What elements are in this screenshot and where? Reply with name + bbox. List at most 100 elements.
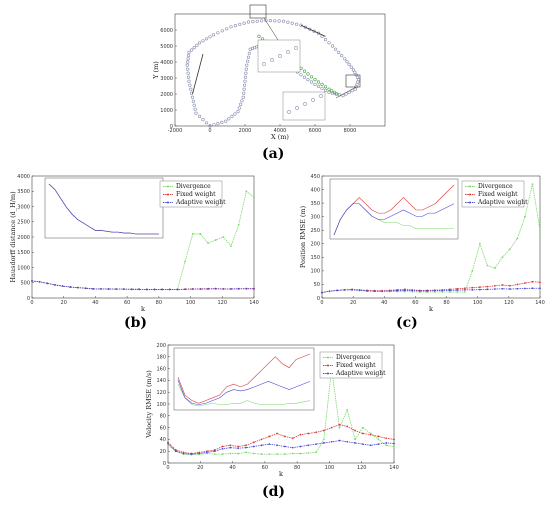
track-marker bbox=[260, 37, 265, 41]
series-line-adaptive-weight bbox=[31, 280, 254, 290]
track-marker bbox=[251, 20, 255, 24]
track-marker bbox=[201, 39, 205, 43]
data-point-divergence bbox=[214, 239, 217, 241]
data-point-divergence bbox=[509, 248, 511, 251]
legend-marker bbox=[327, 356, 329, 359]
direction-arrow bbox=[192, 53, 204, 95]
inset-frame bbox=[173, 347, 315, 411]
data-point-fixed-weight bbox=[463, 287, 466, 290]
data-point-adaptive-weight bbox=[366, 290, 369, 292]
data-point-adaptive-weight bbox=[471, 288, 474, 291]
y-tick-label: 400 bbox=[310, 187, 320, 193]
x-tick-label: 80 bbox=[443, 300, 449, 306]
legend-entry: Adaptive weight bbox=[477, 199, 528, 206]
x-tick-label: 4000 bbox=[274, 128, 287, 134]
y-axis-label: Hausdorff distance (d_H/m) bbox=[9, 191, 17, 283]
data-point-fixed-weight bbox=[237, 445, 240, 448]
track-marker bbox=[237, 106, 241, 110]
y-tick-label: 350 bbox=[310, 201, 320, 207]
data-point-adaptive-weight bbox=[283, 445, 286, 448]
x-tick-label: 0 bbox=[208, 128, 211, 134]
inset-marker bbox=[262, 62, 266, 66]
series-line-fixed-weight bbox=[321, 281, 541, 293]
data-point-divergence bbox=[385, 444, 388, 447]
inset-series-adaptive-weight bbox=[333, 203, 455, 236]
data-point-adaptive-weight bbox=[448, 289, 451, 292]
inset-frame bbox=[257, 39, 301, 73]
track-marker bbox=[243, 75, 248, 79]
data-point-divergence bbox=[291, 452, 294, 455]
track-marker bbox=[343, 57, 347, 61]
track-marker bbox=[303, 25, 307, 29]
data-point-adaptive-weight bbox=[245, 446, 247, 449]
data-point-divergence bbox=[268, 453, 271, 456]
track-marker bbox=[316, 80, 321, 84]
data-point-fixed-weight bbox=[299, 433, 302, 436]
data-point-adaptive-weight bbox=[122, 288, 125, 291]
data-point-adaptive-weight bbox=[38, 280, 41, 283]
data-point-fixed-weight bbox=[307, 432, 310, 435]
track-marker bbox=[244, 71, 248, 75]
data-point-divergence bbox=[486, 264, 489, 267]
y-tick-label: 120 bbox=[156, 390, 166, 396]
track-marker bbox=[197, 114, 202, 118]
y-tick-label: 6000 bbox=[160, 28, 173, 34]
data-point-divergence bbox=[229, 452, 232, 455]
track-marker bbox=[273, 19, 277, 23]
track-marker bbox=[335, 92, 339, 96]
x-tick-label: 100 bbox=[325, 465, 335, 471]
caption-d: (d) bbox=[262, 484, 285, 500]
data-point-adaptive-weight bbox=[307, 444, 310, 447]
track-marker bbox=[353, 87, 357, 91]
data-point-fixed-weight bbox=[377, 435, 380, 438]
track-marker bbox=[204, 37, 209, 41]
track-marker bbox=[208, 35, 212, 39]
y-tick-label: 20 bbox=[160, 449, 166, 455]
data-point-divergence bbox=[441, 291, 444, 293]
legend-entry: Adaptive weight bbox=[175, 199, 226, 206]
x-tick-label: 0 bbox=[320, 300, 323, 306]
data-point-adaptive-weight bbox=[299, 445, 302, 448]
data-point-adaptive-weight bbox=[184, 288, 187, 291]
inset-marker bbox=[319, 94, 323, 98]
x-tick-label: 60 bbox=[124, 300, 130, 306]
data-point-divergence bbox=[433, 291, 436, 293]
track-marker bbox=[186, 57, 190, 61]
legend-entry: Divergence bbox=[478, 183, 513, 190]
track-marker bbox=[238, 22, 242, 27]
track-marker bbox=[295, 22, 299, 26]
x-tick-label: 8000 bbox=[344, 128, 357, 134]
data-point-adaptive-weight bbox=[214, 287, 217, 290]
track-marker bbox=[316, 84, 321, 88]
track-marker bbox=[299, 73, 303, 77]
x-tick-label: 20 bbox=[61, 300, 67, 306]
y-tick-label: 0 bbox=[27, 296, 30, 302]
data-point-divergence bbox=[237, 223, 240, 226]
track-marker bbox=[246, 55, 251, 59]
y-tick-label: 50 bbox=[314, 282, 320, 288]
data-point-adaptive-weight bbox=[276, 444, 279, 447]
y-tick-label: 150 bbox=[310, 255, 320, 261]
data-point-adaptive-weight bbox=[396, 289, 399, 292]
data-point-adaptive-weight bbox=[373, 290, 376, 293]
data-point-adaptive-weight bbox=[516, 287, 519, 290]
data-point-adaptive-weight bbox=[291, 446, 294, 449]
track-marker bbox=[186, 60, 190, 64]
caption-a-text: (a) bbox=[262, 146, 285, 162]
data-point-adaptive-weight bbox=[321, 291, 323, 294]
data-point-adaptive-weight bbox=[501, 287, 504, 290]
data-point-divergence bbox=[199, 233, 202, 235]
legend-marker bbox=[469, 193, 471, 196]
chart-a-trajectory: -2000 0 2000 4000 6000 8000010002000300040005… bbox=[152, 4, 386, 141]
x-axis-label: k bbox=[279, 470, 283, 478]
track-marker bbox=[243, 79, 247, 83]
inset-marker bbox=[295, 106, 299, 110]
y-tick-label: 160 bbox=[156, 366, 166, 372]
track-marker bbox=[327, 90, 331, 94]
track-marker bbox=[349, 65, 353, 69]
data-point-adaptive-weight bbox=[206, 451, 208, 454]
data-point-fixed-weight bbox=[268, 435, 271, 438]
inset-marker bbox=[287, 110, 291, 114]
track-marker bbox=[327, 41, 331, 45]
data-point-fixed-weight bbox=[471, 286, 474, 289]
